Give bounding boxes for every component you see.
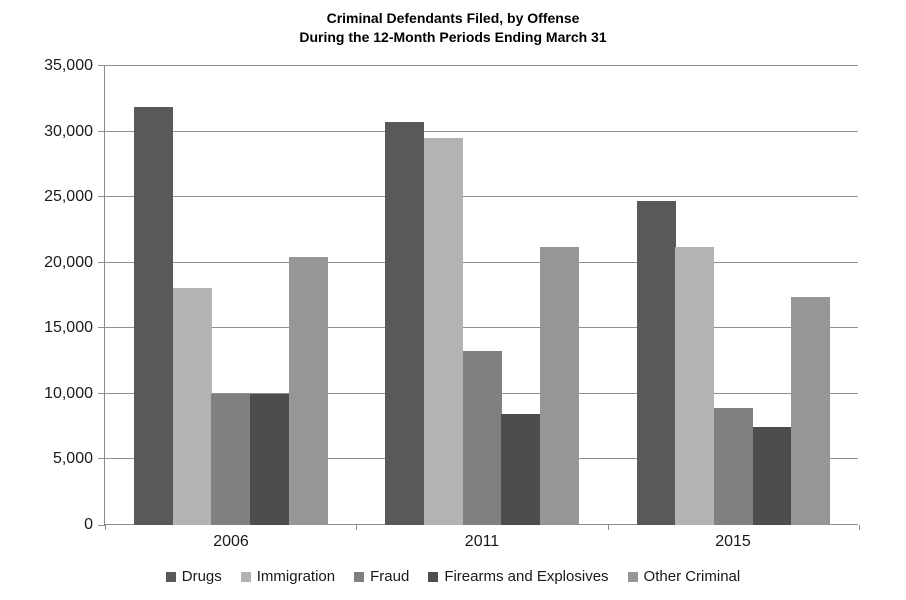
gridline-20000 — [105, 262, 858, 263]
bar-other-criminal-2006 — [289, 257, 328, 525]
bar-immigration-2006 — [173, 288, 212, 525]
y-axis-tick — [98, 525, 105, 526]
chart-legend: Drugs Immigration Fraud Firearms and Explos… — [0, 568, 906, 585]
y-axis-tick — [98, 262, 105, 263]
gridline-30000 — [105, 131, 858, 132]
legend-item-firearms-and-explosives: Firearms and Explosives — [428, 568, 609, 585]
legend-label-drugs: Drugs — [181, 568, 222, 585]
bar-firearms-and-explosives-2015 — [753, 427, 792, 525]
legend-swatch-firearms-and-explosives — [428, 571, 439, 582]
bar-immigration-2011 — [424, 138, 463, 525]
gridline-35000 — [105, 65, 858, 66]
x-axis-label-2006: 2006 — [213, 533, 249, 550]
bar-other-criminal-2011 — [540, 247, 579, 525]
legend-item-immigration: Immigration — [240, 568, 336, 585]
bar-drugs-2015 — [637, 201, 676, 525]
bar-immigration-2015 — [675, 247, 714, 525]
bar-drugs-2006 — [134, 107, 173, 525]
chart-title-line1: Criminal Defendants Filed, by Offense — [326, 10, 580, 26]
y-axis-label-0: 0 — [84, 516, 93, 533]
bar-fraud-2015 — [714, 408, 753, 525]
y-axis-tick — [98, 65, 105, 66]
y-axis-tick — [98, 393, 105, 394]
legend-label-other-criminal: Other Criminal — [643, 568, 741, 585]
x-axis-label-2011: 2011 — [464, 533, 500, 550]
y-axis-label-20000: 20,000 — [44, 254, 93, 271]
bar-other-criminal-2015 — [791, 297, 830, 525]
y-axis-label-15000: 15,000 — [44, 319, 93, 336]
legend-label-firearms-and-explosives: Firearms and Explosives — [444, 568, 609, 585]
legend-swatch-fraud — [354, 571, 365, 582]
legend-label-fraud: Fraud — [370, 568, 410, 585]
legend-item-drugs: Drugs — [165, 568, 222, 585]
y-axis-tick — [98, 196, 105, 197]
legend-swatch-immigration — [240, 571, 251, 582]
y-axis-label-35000: 35,000 — [44, 57, 93, 74]
gridline-25000 — [105, 196, 858, 197]
y-axis-label-25000: 25,000 — [44, 188, 93, 205]
bar-fraud-2011 — [463, 351, 502, 525]
y-axis-label-10000: 10,000 — [44, 385, 93, 402]
x-axis-tick — [859, 525, 860, 530]
gridline-15000 — [105, 327, 858, 328]
legend-item-fraud: Fraud — [354, 568, 409, 585]
y-axis-label-30000: 30,000 — [44, 123, 93, 140]
legend-swatch-other-criminal — [627, 571, 638, 582]
y-axis-tick — [98, 131, 105, 132]
y-axis-label-5000: 5,000 — [52, 450, 93, 467]
y-axis-tick — [98, 458, 105, 459]
x-axis-tick — [608, 525, 609, 530]
legend-item-other-criminal: Other Criminal — [627, 568, 741, 585]
x-axis-tick — [105, 525, 106, 530]
bar-firearms-and-explosives-2006 — [250, 394, 289, 525]
y-axis-tick — [98, 327, 105, 328]
x-axis-label-2015: 2015 — [715, 533, 751, 550]
legend-swatch-drugs — [165, 571, 176, 582]
bar-drugs-2011 — [385, 122, 424, 525]
chart-title: Criminal Defendants Filed, by Offense Du… — [0, 9, 906, 47]
bar-firearms-and-explosives-2011 — [501, 414, 540, 525]
legend-label-immigration: Immigration — [256, 568, 336, 585]
x-axis-tick — [356, 525, 357, 530]
plot-area: 0 5,000 10,000 15,000 20,000 25,000 30,000 35,0… — [44, 57, 860, 550]
chart-title-line2: During the 12-Month Periods Ending March… — [299, 29, 607, 45]
bar-fraud-2006 — [211, 394, 250, 525]
